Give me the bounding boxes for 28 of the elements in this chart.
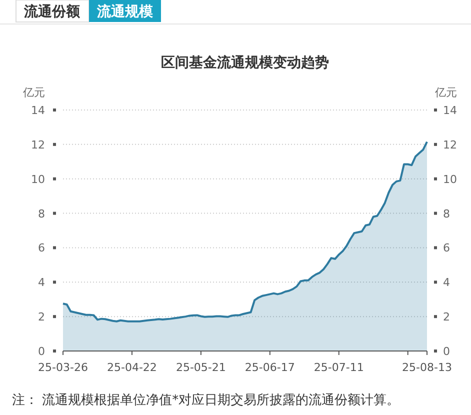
x-tick-label: 25-05-21 xyxy=(176,361,226,374)
y2-tick-label: 4 xyxy=(443,276,450,290)
y-tick-label: 0 xyxy=(38,345,45,358)
text: 流通规模 xyxy=(96,3,154,20)
y-axis-title: 亿元 xyxy=(22,86,45,99)
y2-tick-label: 8 xyxy=(443,207,450,220)
y-tick-label: 12 xyxy=(31,138,45,152)
x-tick-label: 25-08-13 xyxy=(402,361,452,374)
x-tick-label: 25-04-22 xyxy=(107,361,157,374)
y-tick-label: 6 xyxy=(38,242,45,255)
y-tick-label: 10 xyxy=(31,172,45,186)
y2-tick-label: 2 xyxy=(443,310,450,324)
y2-tick-label: 14 xyxy=(443,104,457,117)
chart-title: 区间基金流通规模变动趋势 xyxy=(161,54,329,71)
y2-tick-label: 6 xyxy=(443,242,450,255)
x-tick-label: 25-06-17 xyxy=(244,361,295,374)
text: 注： 流通规模根据单位净值*对应日期交易所披露的流通份额计算。 xyxy=(12,392,400,408)
y2-tick-label: 10 xyxy=(443,172,457,186)
y-tick-label: 2 xyxy=(38,310,45,324)
y-tick-label: 14 xyxy=(31,104,45,117)
y2-axis-title: 亿元 xyxy=(434,86,457,99)
x-tick-label: 25-07-11 xyxy=(314,361,364,374)
x-tick-label: 25-03-26 xyxy=(38,361,88,374)
y2-tick-label: 12 xyxy=(443,138,457,152)
text: 流通份额 xyxy=(23,3,81,20)
y-tick-label: 4 xyxy=(38,276,45,290)
y-tick-label: 8 xyxy=(38,207,45,220)
y2-tick-label: 0 xyxy=(443,345,450,358)
